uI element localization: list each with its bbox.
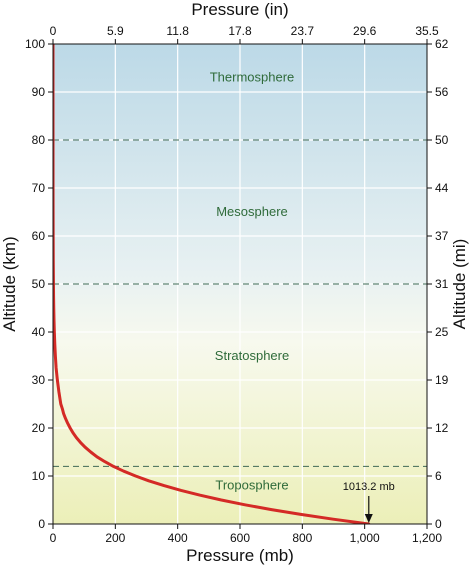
y-tick-label-right: 37 bbox=[435, 229, 449, 243]
layer-label-troposphere: Troposphere bbox=[215, 478, 288, 493]
x-tick-label-top: 29.6 bbox=[353, 24, 377, 38]
layer-label-stratosphere: Stratosphere bbox=[215, 348, 289, 363]
y-tick-label-left: 70 bbox=[32, 181, 46, 195]
y-axis-title-left: Altitude (km) bbox=[0, 236, 19, 331]
y-tick-label-left: 60 bbox=[32, 229, 46, 243]
x-tick-label-top: 5.9 bbox=[107, 24, 124, 38]
layer-label-mesosphere: Mesosphere bbox=[216, 204, 288, 219]
y-tick-label-right: 12 bbox=[435, 421, 449, 435]
x-tick-label-top: 17.8 bbox=[228, 24, 252, 38]
y-tick-label-right: 6 bbox=[435, 469, 442, 483]
y-tick-label-right: 44 bbox=[435, 181, 449, 195]
y-tick-label-left: 20 bbox=[32, 421, 46, 435]
x-tick-label-top: 23.7 bbox=[291, 24, 315, 38]
y-axis-title-right: Altitude (mi) bbox=[450, 239, 469, 330]
x-tick-label-bottom: 200 bbox=[105, 531, 125, 545]
annotation-label: 1013.2 mb bbox=[343, 481, 395, 493]
x-tick-label-bottom: 400 bbox=[168, 531, 188, 545]
x-tick-label-bottom: 1,200 bbox=[412, 531, 442, 545]
x-tick-label-bottom: 1,000 bbox=[350, 531, 380, 545]
x-tick-label-top: 35.5 bbox=[415, 24, 439, 38]
y-tick-label-left: 80 bbox=[32, 133, 46, 147]
x-tick-label-bottom: 800 bbox=[292, 531, 312, 545]
y-tick-label-right: 50 bbox=[435, 133, 449, 147]
y-tick-label-left: 100 bbox=[25, 37, 45, 51]
surface-pressure-annotation: 1013.2 mb bbox=[343, 481, 395, 523]
y-tick-label-left: 50 bbox=[32, 277, 46, 291]
y-tick-label-right: 31 bbox=[435, 277, 449, 291]
y-tick-label-left: 40 bbox=[32, 325, 46, 339]
annotation-arrow-head bbox=[364, 514, 373, 523]
x-tick-label-top: 11.8 bbox=[166, 24, 189, 38]
y-tick-label-left: 0 bbox=[38, 517, 45, 531]
y-tick-label-left: 10 bbox=[32, 469, 46, 483]
x-tick-label-top: 0 bbox=[50, 24, 57, 38]
y-tick-label-right: 0 bbox=[435, 517, 442, 531]
y-tick-label-right: 56 bbox=[435, 85, 449, 99]
axis-ticks: 002005.940011.860017.880023.71,00029.61,… bbox=[25, 24, 449, 545]
y-tick-label-left: 30 bbox=[32, 373, 46, 387]
layer-labels: Thermosphere Mesosphere Stratosphere Tropos… bbox=[210, 70, 295, 493]
y-tick-label-left: 90 bbox=[32, 85, 46, 99]
x-axis-title-bottom: Pressure (mb) bbox=[186, 546, 294, 565]
x-tick-label-bottom: 600 bbox=[230, 531, 250, 545]
y-tick-label-right: 25 bbox=[435, 325, 449, 339]
x-tick-label-bottom: 0 bbox=[50, 531, 57, 545]
x-axis-title-top: Pressure (in) bbox=[191, 0, 288, 19]
layer-label-thermosphere: Thermosphere bbox=[210, 70, 295, 85]
y-tick-label-right: 19 bbox=[435, 373, 449, 387]
y-tick-label-right: 62 bbox=[435, 37, 449, 51]
